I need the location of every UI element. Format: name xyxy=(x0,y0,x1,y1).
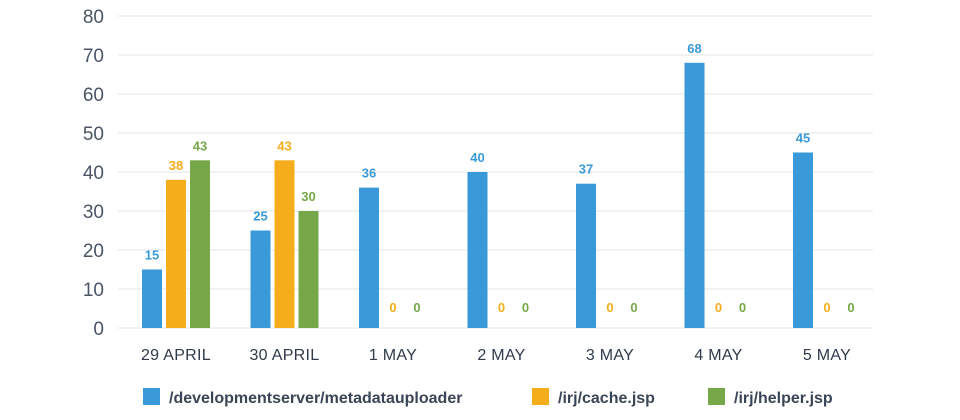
data-label: 0 xyxy=(847,300,854,315)
data-label: 38 xyxy=(169,158,183,173)
legend-label: /irj/helper.jsp xyxy=(734,390,833,407)
data-label: 0 xyxy=(823,300,830,315)
data-label: 0 xyxy=(389,300,396,315)
gridlines xyxy=(118,15,873,329)
data-label: 0 xyxy=(522,300,529,315)
y-tick-label: 30 xyxy=(83,202,104,223)
data-label: 37 xyxy=(579,162,593,177)
legend-item: /irj/cache.jsp xyxy=(532,388,655,407)
y-tick-label: 10 xyxy=(83,280,104,301)
legend-swatch xyxy=(532,388,549,405)
bar xyxy=(298,211,319,328)
y-tick-label: 60 xyxy=(83,85,104,106)
y-tick-label: 80 xyxy=(83,7,104,28)
data-label: 68 xyxy=(687,41,701,56)
bar xyxy=(190,160,210,328)
y-tick-label: 70 xyxy=(83,46,104,67)
bar xyxy=(166,179,186,328)
legend-item: /developmentserver/metadatauploader xyxy=(143,388,462,407)
data-label: 0 xyxy=(413,300,420,315)
y-axis: 0 10 20 30 40 50 60 70 80 xyxy=(83,7,104,340)
data-label: 30 xyxy=(301,189,315,204)
data-label: 0 xyxy=(498,300,505,315)
legend-label: /developmentserver/metadatauploader xyxy=(169,390,462,407)
data-labels: 15 38 43 25 43 30 36 0 0 40 0 0 37 0 0 68 0 0 45 0 0 xyxy=(145,41,855,315)
data-label: 36 xyxy=(362,166,376,181)
bar xyxy=(250,230,271,328)
y-tick-label: 0 xyxy=(93,319,104,340)
legend-item: /irj/helper.jsp xyxy=(708,388,833,407)
x-tick-label: 29 APRIL xyxy=(141,347,211,364)
x-tick-label: 5 MAY xyxy=(803,347,851,364)
legend-swatch xyxy=(143,388,160,405)
data-label: 40 xyxy=(470,150,484,165)
data-label: 43 xyxy=(193,138,207,153)
data-label: 45 xyxy=(796,131,810,146)
bar xyxy=(467,172,488,328)
bar xyxy=(359,187,379,328)
x-tick-label: 30 APRIL xyxy=(249,347,319,364)
data-label: 25 xyxy=(253,209,267,224)
data-label: 0 xyxy=(739,300,746,315)
data-label: 0 xyxy=(606,300,613,315)
bar xyxy=(576,183,596,328)
bar xyxy=(684,62,705,329)
x-tick-label: 4 MAY xyxy=(694,347,742,364)
legend-label: /irj/cache.jsp xyxy=(558,390,655,407)
x-tick-label: 1 MAY xyxy=(369,347,417,364)
bars xyxy=(142,62,813,329)
data-label: 0 xyxy=(715,300,722,315)
y-tick-label: 50 xyxy=(83,124,104,145)
y-tick-label: 20 xyxy=(83,241,104,262)
bar xyxy=(142,269,162,328)
data-label: 43 xyxy=(277,138,291,153)
legend: /developmentserver/metadatauploader/irj/… xyxy=(143,388,833,407)
x-tick-label: 2 MAY xyxy=(477,347,525,364)
bar xyxy=(274,160,295,328)
data-label: 15 xyxy=(145,248,159,263)
legend-swatch xyxy=(708,388,725,405)
x-tick-label: 3 MAY xyxy=(586,347,634,364)
data-label: 0 xyxy=(630,300,637,315)
y-tick-label: 40 xyxy=(83,163,104,184)
bar xyxy=(793,152,813,328)
